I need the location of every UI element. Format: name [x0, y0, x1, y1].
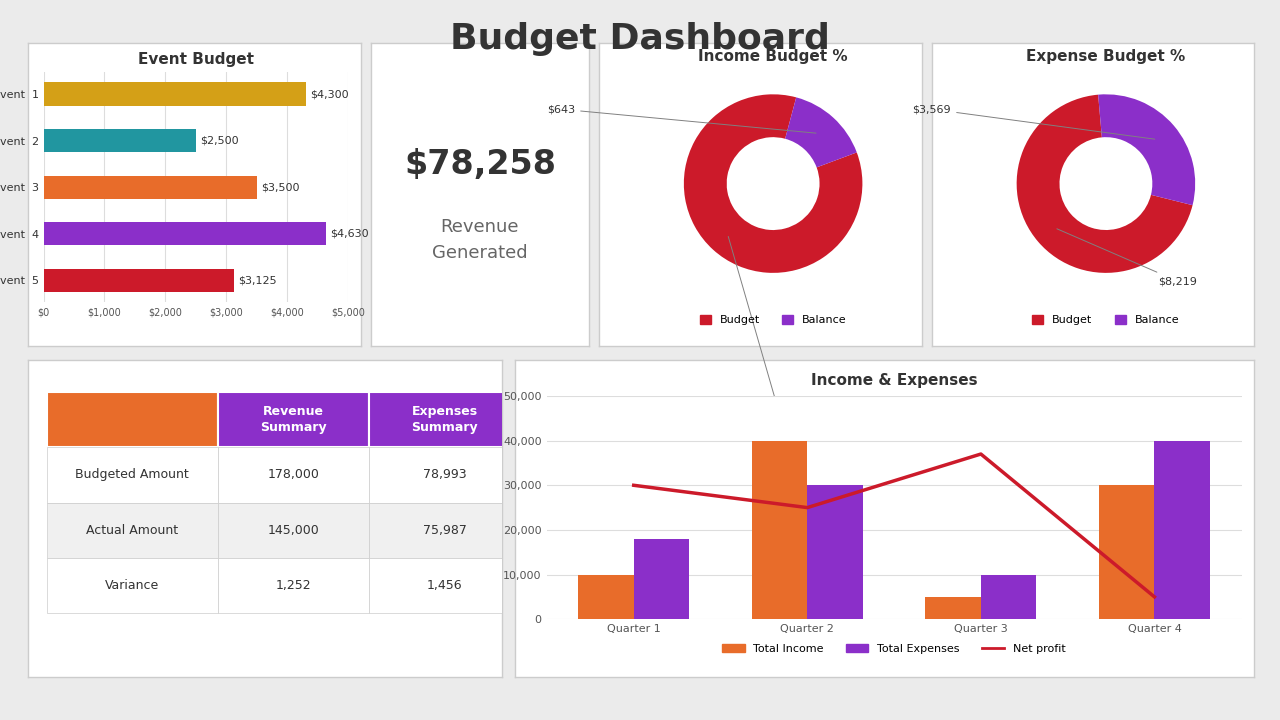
- Bar: [44, 269, 234, 292]
- Bar: [980, 575, 1037, 619]
- Legend: Budget, Balance: Budget, Balance: [695, 311, 851, 330]
- Bar: [44, 222, 325, 246]
- Bar: [751, 441, 808, 619]
- Legend: Total Income, Total Expenses, Net profit: Total Income, Total Expenses, Net profit: [718, 639, 1070, 658]
- FancyBboxPatch shape: [369, 503, 521, 558]
- Text: Budget Dashboard: Budget Dashboard: [451, 22, 829, 55]
- Text: Revenue
Summary: Revenue Summary: [260, 405, 326, 434]
- Text: 1,252: 1,252: [275, 579, 311, 593]
- FancyBboxPatch shape: [218, 392, 369, 447]
- FancyBboxPatch shape: [369, 392, 521, 447]
- Text: $2,500: $2,500: [200, 135, 239, 145]
- FancyBboxPatch shape: [218, 447, 369, 503]
- Text: 145,000: 145,000: [268, 523, 319, 537]
- Text: $3,569: $3,569: [913, 104, 1155, 139]
- Bar: [1155, 441, 1210, 619]
- Bar: [925, 597, 980, 619]
- Title: Income Budget %: Income Budget %: [699, 49, 847, 64]
- FancyBboxPatch shape: [218, 558, 369, 613]
- Bar: [44, 83, 306, 106]
- Text: Variance: Variance: [105, 579, 160, 593]
- Text: Revenue
Generated: Revenue Generated: [433, 217, 527, 262]
- Title: Income & Expenses: Income & Expenses: [810, 373, 978, 388]
- Text: $8,219: $8,219: [1057, 229, 1197, 286]
- Text: 1,456: 1,456: [428, 579, 463, 593]
- Text: $643: $643: [547, 104, 817, 133]
- Text: $4,630: $4,630: [330, 229, 369, 239]
- Wedge shape: [1016, 94, 1193, 273]
- Text: Expenses
Summary: Expenses Summary: [412, 405, 479, 434]
- FancyBboxPatch shape: [47, 503, 218, 558]
- FancyBboxPatch shape: [369, 447, 521, 503]
- FancyBboxPatch shape: [218, 503, 369, 558]
- Text: $3,600: $3,600: [728, 236, 804, 436]
- Text: 78,993: 78,993: [424, 468, 467, 482]
- Wedge shape: [684, 94, 863, 273]
- Text: 178,000: 178,000: [268, 468, 319, 482]
- FancyBboxPatch shape: [369, 558, 521, 613]
- FancyBboxPatch shape: [47, 392, 218, 447]
- FancyBboxPatch shape: [47, 558, 218, 613]
- Legend: Budget, Balance: Budget, Balance: [1028, 311, 1184, 330]
- Bar: [579, 575, 634, 619]
- Text: $4,300: $4,300: [310, 89, 348, 99]
- Bar: [1100, 485, 1155, 619]
- Text: $78,258: $78,258: [404, 148, 556, 181]
- Text: Budgeted Amount: Budgeted Amount: [76, 468, 189, 482]
- Text: 75,987: 75,987: [422, 523, 467, 537]
- Bar: [44, 176, 257, 199]
- Bar: [634, 539, 689, 619]
- Text: Actual Amount: Actual Amount: [86, 523, 178, 537]
- Wedge shape: [1098, 94, 1196, 205]
- Title: Event Budget: Event Budget: [138, 52, 253, 67]
- Title: Expense Budget %: Expense Budget %: [1027, 49, 1185, 64]
- Bar: [44, 129, 196, 153]
- FancyBboxPatch shape: [47, 447, 218, 503]
- Text: $3,500: $3,500: [261, 182, 300, 192]
- Text: $3,125: $3,125: [238, 275, 276, 285]
- Bar: [808, 485, 863, 619]
- Wedge shape: [785, 97, 856, 167]
